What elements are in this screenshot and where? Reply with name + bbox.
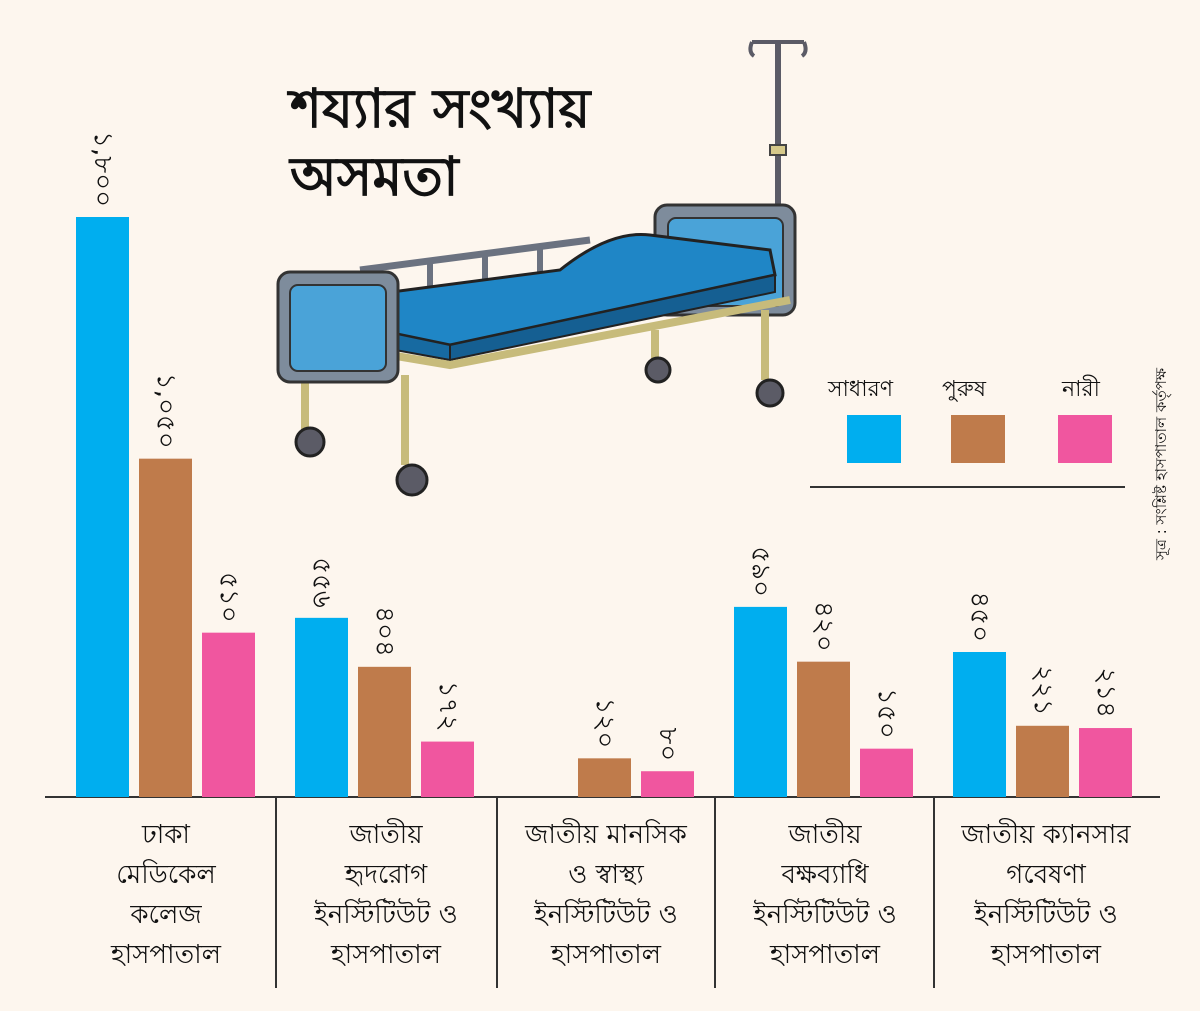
source-note: সূত্র : সংশ্লিষ্ট হাসপাতাল কর্তৃপক্ষ	[1152, 367, 1170, 560]
category-label-line: ঢাকা	[142, 820, 190, 850]
bar-2-1	[578, 758, 631, 797]
category-label-line: হাসপাতাল	[111, 940, 221, 970]
bar-0-1	[139, 458, 192, 797]
legend-swatch-female	[1058, 415, 1112, 463]
bar-4-2	[1079, 728, 1132, 797]
data-label-4-2: ২১৪	[1091, 667, 1121, 718]
category-label-line: জাতীয়	[788, 820, 862, 850]
category-label-line: কলেজ	[130, 900, 202, 930]
bar-0-0	[76, 217, 129, 797]
category-label-line: হাসপাতাল	[551, 940, 661, 970]
category-label-line: ইনস্টিটিউট ও	[314, 900, 458, 930]
category-label-line: হৃদরোগ	[344, 860, 428, 890]
data-label-3-0: ৫৯০	[746, 546, 776, 597]
category-label-line: জাতীয় মানসিক	[525, 820, 687, 850]
category-label-line: হাসপাতাল	[770, 940, 880, 970]
category-label-line: ইনস্টিটিউট ও	[753, 900, 897, 930]
category-label-line: হাসপাতাল	[331, 940, 441, 970]
bar-2-2	[641, 771, 694, 797]
hospital-bed-icon	[276, 40, 808, 497]
data-label-1-2: ১৭২	[433, 681, 463, 732]
data-label-1-1: ৪০৪	[370, 606, 400, 657]
bar-3-2	[860, 748, 913, 797]
data-label-3-1: ৪২০	[809, 601, 839, 652]
category-label-line: বক্ষব্যাধি	[781, 860, 869, 890]
bar-0-2	[202, 632, 255, 797]
bar-4-0	[953, 652, 1006, 797]
bar-3-0	[734, 606, 787, 797]
legend-label-male: পুরুষ	[942, 377, 986, 402]
category-label-line: ইনস্টিটিউট ও	[534, 900, 678, 930]
data-label-4-1: ২২১	[1028, 665, 1058, 716]
category-label-line: গবেষণা	[1006, 860, 1086, 890]
category-label: জাতীয় ক্যানসার গবেষণা ইনস্টিটিউট ও হাসপাতা…	[946, 815, 1146, 975]
category-label: ঢাকা মেডিকেল কলেজ হাসপাতাল	[66, 815, 266, 975]
chart-title-line-2: অসমতা	[290, 145, 459, 208]
legend-swatch-general	[847, 415, 901, 463]
data-label-1-0: ৫৫৬	[307, 557, 337, 608]
category-label: জাতীয় বক্ষব্যাধি ইনস্টিটিউট ও হাসপাতাল	[725, 815, 925, 975]
data-label-0-1: ১,০৫০	[151, 373, 181, 449]
category-label-line: ও স্বাস্থ্য	[568, 860, 644, 890]
category-label-line: হাসপাতাল	[991, 940, 1101, 970]
bars-group: ১,৮০০ ১,০৫০ ৫১০ ৫৫৬ ৪০৪ ১৭২ ১২০ ৮০ ৫৯০ ৪২০ ১৫০ ৪৫০ ২…	[76, 131, 1132, 797]
data-label-3-2: ১৫০	[872, 688, 902, 739]
legend-label-female: নারী	[1062, 377, 1100, 402]
legend-swatch-male	[951, 415, 1005, 463]
data-label-2-1: ১২০	[590, 698, 620, 749]
category-label: জাতীয় হৃদরোগ ইনস্টিটিউট ও হাসপাতাল	[286, 815, 486, 975]
category-label-line: ইনস্টিটিউট ও	[974, 900, 1118, 930]
bar-1-1	[358, 666, 411, 797]
category-label: জাতীয় মানসিক ও স্বাস্থ্য ইনস্টিটিউট ও হাসপ…	[506, 815, 706, 975]
bar-1-2	[421, 741, 474, 797]
data-label-4-0: ৪৫০	[965, 591, 995, 642]
bar-3-1	[797, 661, 850, 797]
data-label-0-2: ৫১০	[214, 572, 244, 623]
data-label-0-0: ১,৮০০	[88, 131, 118, 207]
bar-4-1	[1016, 725, 1069, 797]
category-label-line: মেডিকেল	[116, 860, 216, 890]
data-label-2-2: ৮০	[653, 727, 683, 761]
category-label-line: জাতীয় ক্যানসার	[961, 820, 1131, 850]
chart-title-line-1: শয্যার সংখ্যায়	[290, 77, 591, 140]
category-label-line: জাতীয়	[349, 820, 423, 850]
bar-1-0	[295, 617, 348, 797]
legend-label-general: সাধারণ	[828, 377, 894, 402]
